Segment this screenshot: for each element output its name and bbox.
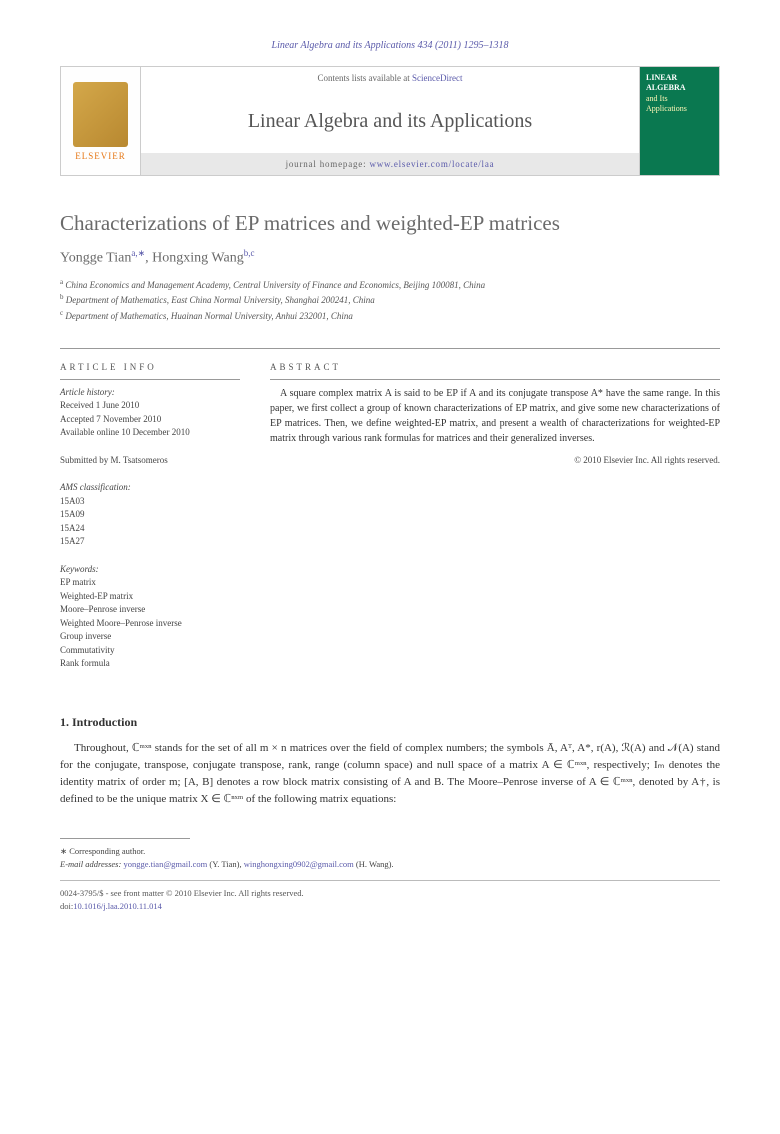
bottom-separator [60,880,720,881]
kw-1: Weighted-EP matrix [60,590,240,604]
submitted-by: Submitted by M. Tsatsomeros [60,454,240,468]
elsevier-tree-icon [73,82,128,147]
received: Received 1 June 2010 [60,399,240,413]
cover-line2: ALGEBRA [646,83,713,93]
author-2: Hongxing Wang [152,251,244,266]
doi-label: doi: [60,901,73,911]
contents-prefix: Contents lists available at [318,73,412,83]
doi-link[interactable]: 10.1016/j.laa.2010.11.014 [73,901,162,911]
footnotes: ∗ Corresponding author. E-mail addresses… [60,845,720,871]
history-label: Article history: [60,386,240,400]
doi-line: doi:10.1016/j.laa.2010.11.014 [60,900,720,913]
homepage-link[interactable]: www.elsevier.com/locate/laa [369,159,494,169]
email-1-who: (Y. Tian), [207,859,243,869]
info-abstract-row: ARTICLE INFO Article history: Received 1… [60,348,720,685]
header-center: Contents lists available at ScienceDirec… [141,67,639,175]
email-label: E-mail addresses: [60,859,121,869]
contents-available: Contents lists available at ScienceDirec… [141,67,639,89]
author-1-sup: a,∗ [131,248,145,258]
cover-line1: LINEAR [646,73,713,83]
cover-line3: and Its [646,94,713,104]
abstract-copyright: © 2010 Elsevier Inc. All rights reserved… [270,454,720,468]
article-info-heading: ARTICLE INFO [60,361,240,380]
abstract-heading: ABSTRACT [270,361,720,380]
abstract-text: A square complex matrix A is said to be … [270,386,720,446]
footnote-separator [60,838,190,839]
affiliation-a: a China Economics and Management Academy… [60,277,720,293]
sciencedirect-link[interactable]: ScienceDirect [412,73,462,83]
front-matter: 0024-3795/$ - see front matter © 2010 El… [60,887,720,900]
keywords: Keywords: EP matrix Weighted-EP matrix M… [60,563,240,671]
kw-2: Moore–Penrose inverse [60,603,240,617]
journal-cover-thumbnail: LINEAR ALGEBRA and Its Applications [639,67,719,175]
kw-0: EP matrix [60,576,240,590]
corresponding-author: ∗ Corresponding author. [60,845,720,858]
email-2[interactable]: winghongxing0902@gmail.com [244,859,354,869]
affiliation-c: c Department of Mathematics, Huainan Nor… [60,308,720,324]
homepage-prefix: journal homepage: [286,159,370,169]
ams-0: 15A03 [60,495,240,509]
intro-paragraph: Throughout, ℂᵐˣⁿ stands for the set of a… [60,740,720,808]
journal-homepage: journal homepage: www.elsevier.com/locat… [141,153,639,175]
abstract-column: ABSTRACT A square complex matrix A is sa… [270,361,720,685]
author-2-sup: b,c [244,248,255,258]
email-1[interactable]: yongge.tian@gmail.com [123,859,207,869]
section-1-heading: 1. Introduction [60,715,720,730]
doi-block: 0024-3795/$ - see front matter © 2010 El… [60,887,720,913]
email-2-who: (H. Wang). [354,859,394,869]
elsevier-logo: ELSEVIER [61,67,141,175]
ams-classification: AMS classification: 15A03 15A09 15A24 15… [60,481,240,549]
author-1: Yongge Tian [60,251,131,266]
kw-4: Group inverse [60,630,240,644]
journal-header: ELSEVIER Contents lists available at Sci… [60,66,720,176]
authors: Yongge Tiana,∗, Hongxing Wangb,c [60,248,720,267]
available-online: Available online 10 December 2010 [60,426,240,440]
article-info-column: ARTICLE INFO Article history: Received 1… [60,361,240,685]
affiliation-b: b Department of Mathematics, East China … [60,292,720,308]
ams-3: 15A27 [60,535,240,549]
keywords-label: Keywords: [60,563,240,577]
elsevier-label: ELSEVIER [75,151,126,161]
kw-3: Weighted Moore–Penrose inverse [60,617,240,631]
article-title: Characterizations of EP matrices and wei… [60,211,720,236]
cover-line4: Applications [646,104,713,114]
kw-6: Rank formula [60,657,240,671]
citation-line: Linear Algebra and its Applications 434 … [60,40,720,51]
kw-5: Commutativity [60,644,240,658]
ams-2: 15A24 [60,522,240,536]
affiliations: a China Economics and Management Academy… [60,277,720,324]
ams-1: 15A09 [60,508,240,522]
journal-name: Linear Algebra and its Applications [141,89,639,153]
ams-label: AMS classification: [60,481,240,495]
email-line: E-mail addresses: yongge.tian@gmail.com … [60,858,720,871]
accepted: Accepted 7 November 2010 [60,413,240,427]
article-history: Article history: Received 1 June 2010 Ac… [60,386,240,440]
